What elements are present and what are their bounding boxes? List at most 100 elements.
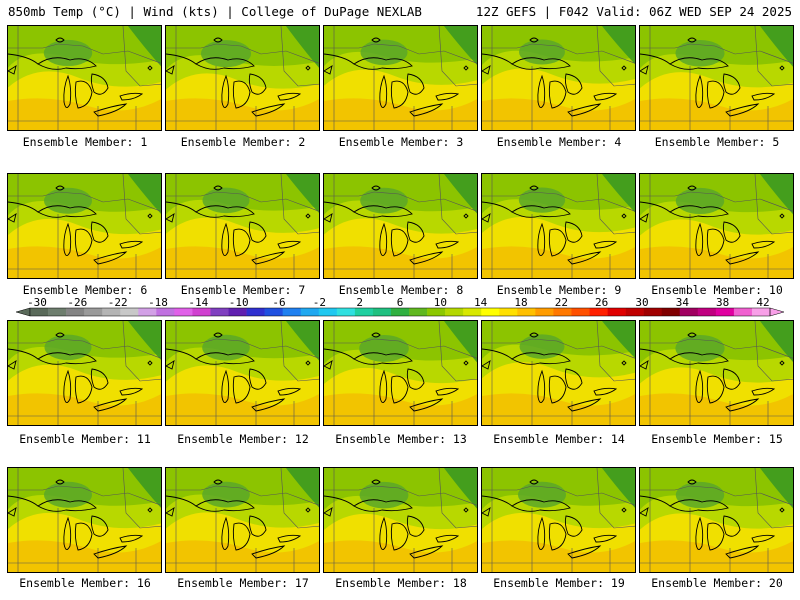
ensemble-map-panel: [165, 320, 320, 426]
colorbar-segment: [679, 308, 699, 316]
colorbar-segment: [535, 308, 554, 316]
colorbar-max-arrow: [769, 307, 785, 317]
ensemble-member-label: Ensemble Member: 9: [496, 283, 622, 297]
colorbar-tick-label: -2: [313, 296, 326, 309]
ensemble-map-panel: [481, 320, 636, 426]
colorbar-segment: [589, 308, 608, 316]
colorbar-segment: [463, 308, 482, 316]
colorbar-min-arrow: [15, 307, 31, 317]
ensemble-member-label: Ensemble Member: 5: [654, 135, 780, 149]
colorbar-segment: [210, 308, 229, 316]
colorbar-segment: [571, 308, 590, 316]
ensemble-map-panel: [639, 173, 794, 279]
colorbar-segment: [499, 308, 518, 316]
temperature-map: [8, 174, 161, 278]
colorbar-segment: [372, 308, 392, 316]
ensemble-member-label: Ensemble Member: 19: [493, 576, 625, 590]
header-run-info: 12Z GEFS | F042 Valid: 06Z WED SEP 24 20…: [475, 4, 792, 19]
ensemble-map-panel: [7, 25, 162, 131]
ensemble-member-label: Ensemble Member: 15: [651, 432, 783, 446]
colorbar-segment: [445, 308, 464, 316]
colorbar-tick-label: -10: [229, 296, 249, 309]
temperature-map: [482, 468, 635, 572]
colorbar-segment: [264, 308, 283, 316]
temperature-map: [640, 468, 793, 572]
colorbar-segment: [643, 308, 663, 316]
ensemble-member-label: Ensemble Member: 16: [19, 576, 151, 590]
ensemble-member-label: Ensemble Member: 1: [22, 135, 148, 149]
colorbar-segment: [661, 308, 681, 316]
temperature-map: [8, 321, 161, 425]
temperature-map: [324, 174, 477, 278]
temperature-map: [640, 174, 793, 278]
colorbar-segment: [625, 308, 644, 316]
ensemble-map-panel: [639, 320, 794, 426]
temperature-map: [166, 26, 319, 130]
ensemble-member-label: Ensemble Member: 20: [651, 576, 783, 590]
ensemble-member-label: Ensemble Member: 13: [335, 432, 467, 446]
colorbar-tick-label: 30: [635, 296, 648, 309]
colorbar-segment: [48, 308, 67, 316]
ensemble-map-panel: [481, 173, 636, 279]
ensemble-member-label: Ensemble Member: 2: [180, 135, 306, 149]
ensemble-map-panel: [323, 25, 478, 131]
colorbar-segment: [409, 308, 428, 316]
colorbar-segment: [427, 308, 446, 316]
ensemble-map-panel: [165, 173, 320, 279]
temperature-map: [166, 174, 319, 278]
ensemble-map-panel: [323, 173, 478, 279]
colorbar-segment: [156, 308, 175, 316]
colorbar-segment: [84, 308, 103, 316]
ensemble-map-panel: [639, 467, 794, 573]
temperature-map: [324, 321, 477, 425]
colorbar-segment: [517, 308, 536, 316]
colorbar-segment: [228, 308, 247, 316]
colorbar-segment: [102, 308, 121, 316]
ensemble-map-panel: [639, 25, 794, 131]
temperature-colorbar: -30 -26 -22 -18 -14 -10 -6 -2 2 6 10 14 18 22 26 30 34 38…: [15, 296, 785, 317]
ensemble-member-label: Ensemble Member: 7: [180, 283, 306, 297]
ensemble-map-panel: [7, 467, 162, 573]
colorbar-segment: [282, 308, 302, 316]
ensemble-map-panel: [7, 173, 162, 279]
ensemble-map-panel: [7, 320, 162, 426]
temperature-map: [640, 26, 793, 130]
colorbar-tick-label: -30: [27, 296, 47, 309]
ensemble-map-panel: [165, 467, 320, 573]
ensemble-member-label: Ensemble Member: 10: [651, 283, 783, 297]
ensemble-map-panel: [323, 467, 478, 573]
temperature-map: [8, 26, 161, 130]
colorbar-segment: [390, 308, 410, 316]
colorbar-tick-label: -14: [188, 296, 208, 309]
colorbar-tick-label: 14: [474, 296, 488, 309]
ensemble-member-label: Ensemble Member: 4: [496, 135, 622, 149]
colorbar-tick-label: 26: [595, 296, 608, 309]
colorbar-segment: [607, 308, 626, 316]
ensemble-map-panel: [481, 467, 636, 573]
colorbar-tick-label: 18: [514, 296, 527, 309]
colorbar-segment: [30, 308, 49, 316]
colorbar-segment: [318, 308, 338, 316]
ensemble-map-panel: [165, 25, 320, 131]
temperature-map: [166, 468, 319, 572]
ensemble-member-label: Ensemble Member: 11: [19, 432, 151, 446]
ensemble-member-label: Ensemble Member: 14: [493, 432, 625, 446]
colorbar-segment: [733, 308, 753, 316]
colorbar-tick-label: 2: [356, 296, 363, 309]
temperature-map: [324, 26, 477, 130]
colorbar-segment: [120, 308, 139, 316]
colorbar-tick-label: 38: [716, 296, 729, 309]
colorbar-tick-label: -6: [272, 296, 285, 309]
colorbar-segment: [174, 308, 193, 316]
colorbar-tick-label: 42: [756, 296, 769, 309]
colorbar-segment: [553, 308, 572, 316]
ensemble-member-label: Ensemble Member: 18: [335, 576, 467, 590]
temperature-map: [8, 468, 161, 572]
colorbar-segment: [336, 308, 356, 316]
colorbar-tick-label: 10: [434, 296, 447, 309]
colorbar-tick-label: -26: [67, 296, 87, 309]
ensemble-member-label: Ensemble Member: 12: [177, 432, 309, 446]
ensemble-member-label: Ensemble Member: 17: [177, 576, 309, 590]
colorbar-segment: [481, 308, 500, 316]
colorbar-segment: [354, 308, 374, 316]
